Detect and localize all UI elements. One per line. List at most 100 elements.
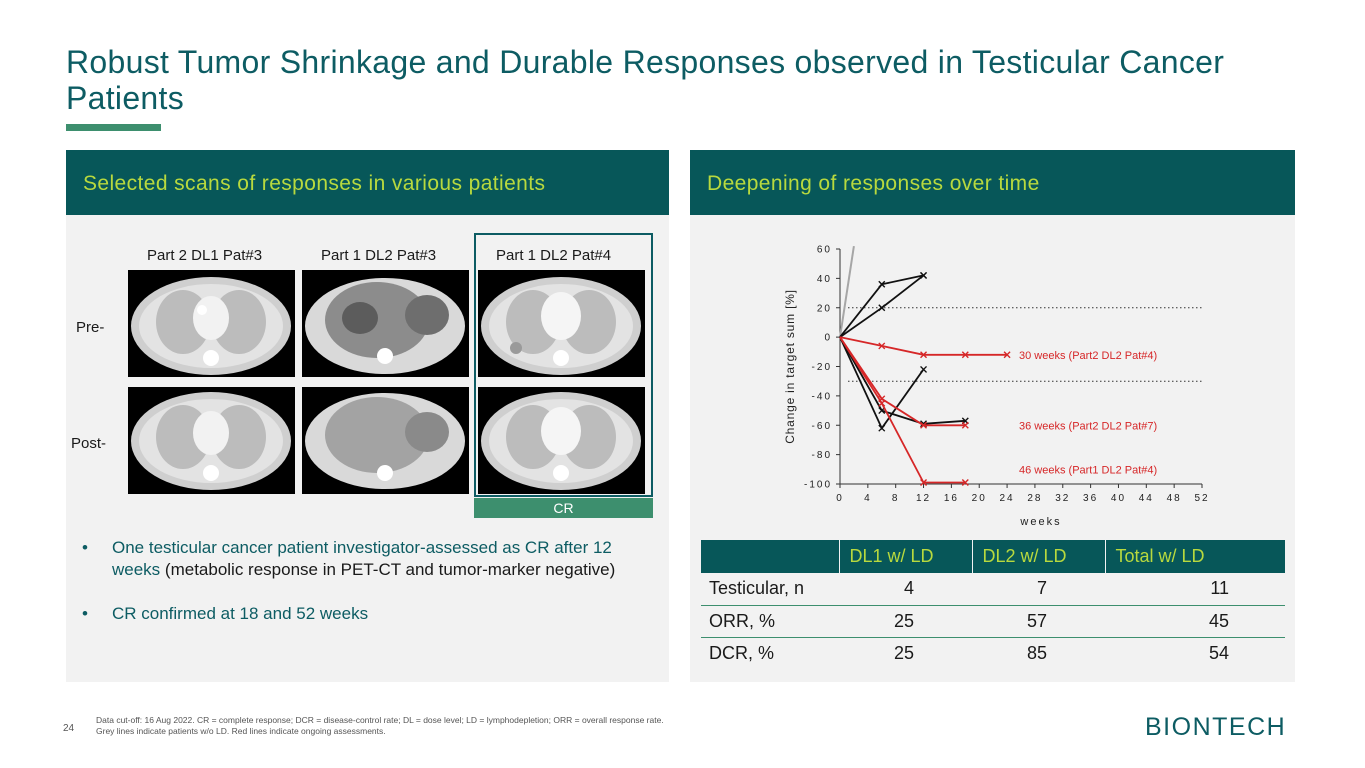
y-tick-label: 20 (817, 303, 832, 314)
biontech-logo: BIONTECH (1145, 713, 1286, 738)
data-point (961, 351, 969, 359)
x-tick-label: 4 (864, 493, 872, 504)
series-line (839, 336, 966, 427)
y-tick-label: -40 (812, 391, 832, 402)
findings-list: One testicular cancer patient investigat… (80, 537, 650, 625)
table-cell: 54 (1208, 642, 1229, 663)
scan-column-label: Part 2 DL1 Pat#3 (147, 247, 263, 264)
scans-panel-title: Selected scans of responses in various p… (83, 172, 546, 195)
data-point (920, 479, 928, 487)
response-panel-title: Deepening of responses over time (707, 172, 1040, 195)
x-tick-label: 0 (836, 493, 844, 504)
series-line (839, 245, 855, 338)
scan-column-label: Part 1 DL2 Pat#3 (321, 247, 437, 264)
page-title: Robust Tumor Shrinkage and Durable Respo… (66, 44, 1225, 116)
series-line (839, 336, 925, 430)
data-point (878, 399, 886, 407)
table-row-label: Testicular, n (701, 573, 839, 606)
x-tick-label: 8 (892, 493, 900, 504)
x-tick-label: 20 (972, 493, 987, 504)
table-cell: 25 (839, 605, 972, 638)
ct-scan-image (478, 270, 645, 377)
table-cell: 25 (893, 642, 914, 663)
table-cell: 4 (839, 573, 972, 606)
finding-highlight: One testicular cancer patient investigat… (112, 538, 612, 579)
y-tick-label: -60 (812, 421, 832, 432)
x-tick-label: 52 (1194, 493, 1209, 504)
y-axis-label: Change in target sum [%] (783, 289, 797, 444)
finding-highlight: CR confirmed at 18 and 52 weeks (112, 604, 369, 623)
footnote-line: Data cut-off: 16 Aug 2022. CR = complete… (96, 715, 664, 725)
table-cell: 85 (1026, 642, 1047, 663)
table-row-label: DCR, % (709, 642, 775, 663)
logo-wordmark: BIONTECH (1145, 713, 1286, 738)
y-tick-label: -80 (812, 450, 832, 461)
row-label-post: Post- (71, 435, 107, 452)
data-point (961, 421, 969, 429)
finding-detail: (metabolic response in PET-CT and tumor-… (160, 560, 616, 579)
cr-highlight-frame (474, 233, 653, 497)
tumor-response-chart: 0 4 8 12 16 20 24 28 32 36 40 44 48 526040200-20-40-6… (783, 245, 1209, 529)
table-row: DCR, % 25 85 54 (701, 637, 1285, 669)
table-header-cell: DL1 w/ LD (838, 540, 972, 573)
data-point (878, 424, 886, 432)
data-point (878, 304, 886, 312)
data-point (878, 342, 886, 350)
footnote-line: Grey lines indicate patients w/o LD. Red… (96, 726, 386, 736)
data-point (920, 421, 928, 429)
data-point (920, 351, 928, 359)
series-annotation: 36 weeks (Part2 DL2 Pat#7) (1019, 420, 1157, 432)
ct-scan-image (302, 387, 469, 494)
page-number: 24 (63, 723, 75, 734)
x-tick-label: 48 (1167, 493, 1182, 504)
cr-badge: CR (474, 498, 653, 518)
finding-item: CR confirmed at 18 and 52 weeks (80, 603, 650, 625)
series-annotation: 46 weeks (Part1 DL2 Pat#4) (1019, 464, 1157, 476)
table-cell: 11 (1105, 573, 1285, 606)
data-point (961, 479, 969, 487)
x-tick-label: 44 (1139, 493, 1154, 504)
x-tick-label: 40 (1111, 493, 1126, 504)
x-axis-label: weeks (1019, 516, 1061, 528)
table-cell: 7 (972, 573, 1105, 606)
row-label-pre: Pre- (76, 319, 105, 336)
ct-scan-image (128, 270, 295, 377)
x-tick-label: 16 (944, 493, 959, 504)
data-point (1003, 351, 1011, 359)
y-tick-label: 40 (817, 274, 832, 285)
table-row-label: ORR, % (701, 605, 839, 638)
x-tick-label: 32 (1055, 493, 1070, 504)
y-tick-label: -100 (804, 480, 832, 491)
ct-scan-image (302, 270, 469, 377)
table-header-cell: Total w/ LD (1104, 540, 1285, 573)
table-header-row: DL1 w/ LD DL2 w/ LD Total w/ LD (701, 540, 1285, 573)
data-point (920, 271, 928, 279)
x-tick-label: 12 (916, 493, 931, 504)
table-cell: 57 (972, 605, 1105, 638)
data-point (878, 280, 886, 288)
series-line (839, 336, 966, 484)
ct-scan-image (478, 387, 645, 494)
table-header-cell (701, 540, 839, 573)
table-row: Testicular, n 4 7 11 (701, 573, 1285, 606)
table-cell: 45 (1105, 605, 1285, 638)
x-tick-label: 24 (1000, 493, 1015, 504)
scan-column-label: Part 1 DL2 Pat#4 (496, 247, 612, 264)
table-header-cell: DL2 w/ LD (971, 540, 1105, 573)
x-tick-label: 28 (1027, 493, 1042, 504)
y-tick-label: 60 (817, 245, 832, 256)
finding-item: One testicular cancer patient investigat… (80, 537, 650, 581)
series-line (839, 336, 966, 425)
ct-scan-image (128, 387, 295, 494)
series-annotation: 30 weeks (Part2 DL2 Pat#4) (1019, 350, 1157, 362)
title-underline (66, 124, 161, 131)
scans-panel-header: Selected scans of responses in various p… (66, 150, 669, 215)
response-table: DL1 w/ LD DL2 w/ LD Total w/ LD Testicul… (701, 540, 1285, 669)
data-point (920, 365, 928, 373)
x-tick-label: 36 (1083, 493, 1098, 504)
footnote: Data cut-off: 16 Aug 2022. CR = complete… (96, 715, 664, 737)
y-tick-label: 0 (824, 333, 832, 344)
table-row: ORR, % 25 57 45 (701, 605, 1285, 638)
response-panel-header: Deepening of responses over time (690, 150, 1295, 215)
series-line (839, 336, 1008, 356)
